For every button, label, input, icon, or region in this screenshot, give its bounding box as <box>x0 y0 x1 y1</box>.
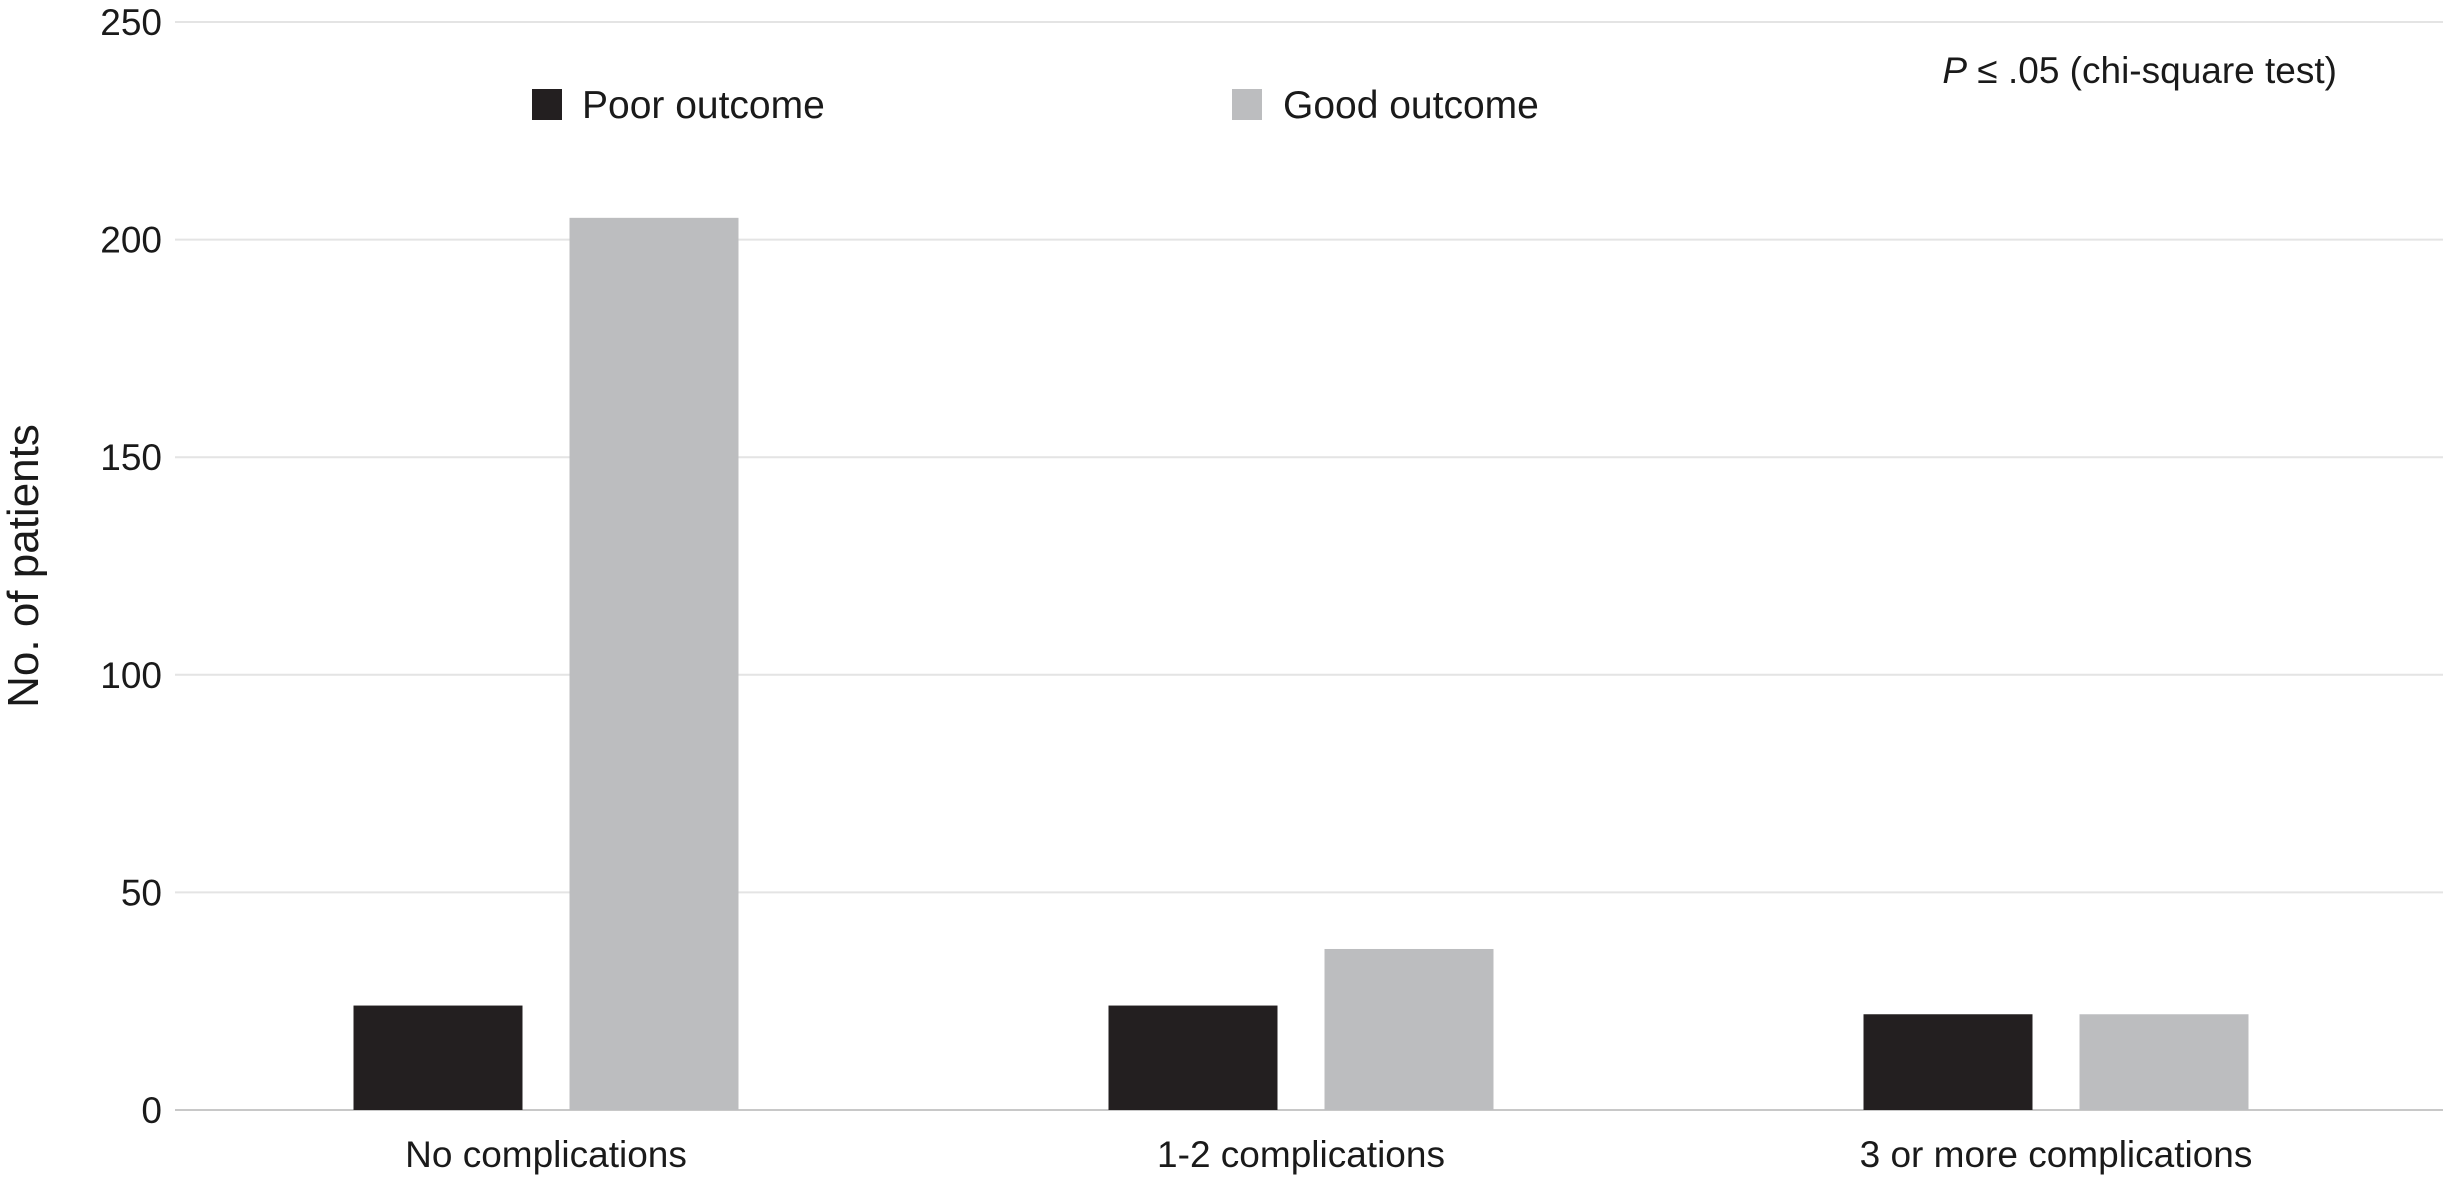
y-tick-label: 150 <box>100 437 162 478</box>
bar-poor-outcome-3 <box>1863 1014 2033 1110</box>
bar-good-outcome-2 <box>1324 948 1494 1110</box>
y-tick-label: 50 <box>121 872 162 913</box>
significance-annotation: P ≤ .05 (chi-square test) <box>1942 50 2337 91</box>
x-tick-label: No complications <box>405 1134 687 1175</box>
legend-swatch-poor-outcome <box>532 89 562 120</box>
y-axis-ticks: 0 50 100 150 200 250 <box>100 2 162 1131</box>
gridlines <box>175 21 2443 1111</box>
legend-label-poor-outcome: Poor outcome <box>582 84 825 127</box>
y-axis-title: No. of patients <box>0 424 48 708</box>
x-tick-label: 1-2 complications <box>1157 1134 1445 1175</box>
x-tick-label: 3 or more complications <box>1860 1134 2253 1175</box>
bar-good-outcome-3 <box>2079 1014 2249 1110</box>
bar-good-outcome-1 <box>569 217 739 1111</box>
y-tick-label: 250 <box>100 2 162 43</box>
bar-poor-outcome-1 <box>353 1005 523 1110</box>
legend: Poor outcome Good outcome <box>532 84 1539 127</box>
y-tick-label: 0 <box>141 1090 162 1131</box>
legend-swatch-good-outcome <box>1232 89 1262 120</box>
legend-label-good-outcome: Good outcome <box>1283 84 1539 127</box>
p-symbol: P <box>1942 50 1967 91</box>
bars <box>353 217 2249 1111</box>
bar-poor-outcome-2 <box>1108 1005 1278 1110</box>
y-tick-label: 100 <box>100 655 162 696</box>
y-tick-label: 200 <box>100 220 162 261</box>
x-axis-ticks: No complications 1-2 complications 3 or mo… <box>405 1134 2252 1175</box>
p-value-text: ≤ .05 (chi-square test) <box>1967 50 2337 91</box>
